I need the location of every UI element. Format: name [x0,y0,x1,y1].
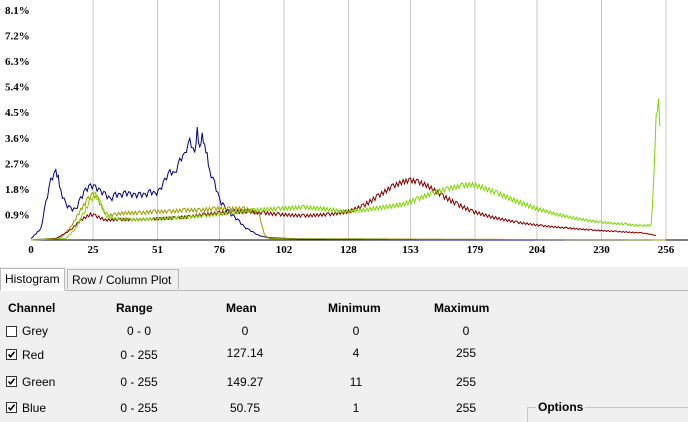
channel-mean: 0 [241,324,249,338]
channel-name: Blue [22,401,47,415]
tab-bar: Histogram Row / Column Plot [0,267,688,291]
channel-maximum: 0 [462,324,470,338]
header-channel: Channel [8,301,56,315]
channel-minimum: 4 [352,346,360,360]
x-tick-label: 76 [214,244,226,256]
header-maximum: Maximum [434,301,490,315]
tab-row-column-plot[interactable]: Row / Column Plot [67,269,179,289]
y-tick-label: 2.7% [5,158,30,170]
channel-statistics-panel: Channel Range Mean Minimum Maximum Grey … [0,291,688,419]
x-tick-label: 128 [340,244,357,256]
y-tick-label: 6.3% [5,56,30,68]
x-tick-label: 204 [529,244,546,256]
channel-maximum: 255 [455,346,477,360]
series-line-1 [30,191,666,241]
channel-mean: 149.27 [226,375,264,389]
x-tick-label: 25 [88,244,100,256]
options-group: Options [527,400,688,422]
channel-checkbox-green[interactable] [6,376,17,387]
header-minimum: Minimum [328,301,381,315]
channel-mean: 127.14 [226,346,264,360]
histogram-plot: 0.9% 1.8% 2.7% 3.6% 4.5% 5.4% 6.3% 7.2% 8.1% 0 25 5… [0,0,688,267]
y-tick-label: 4.5% [5,107,30,119]
checkmark-icon [7,378,16,386]
x-tick-label: 230 [593,244,610,256]
x-tick-label: 256 [658,244,675,256]
y-tick-label: 3.6% [5,133,30,145]
channel-maximum: 255 [455,375,477,389]
x-tick-label: 102 [276,244,293,256]
channel-minimum: 11 [349,375,363,389]
y-tick-label: 0.9% [5,209,30,221]
channel-minimum: 1 [352,401,360,415]
channel-name: Green [22,375,56,389]
y-tick-label: 5.4% [5,82,30,94]
options-label: Options [536,400,586,414]
channel-range: 0 - 255 [120,401,158,415]
tab-histogram[interactable]: Histogram [0,268,65,291]
x-tick-label: 153 [402,244,419,256]
channel-maximum: 255 [455,401,477,415]
x-tick-label: 51 [152,244,163,256]
channel-checkbox-blue[interactable] [6,402,17,413]
channel-checkbox-red[interactable] [6,349,17,360]
channel-minimum: 0 [352,324,360,338]
histogram-chart: 0.9% 1.8% 2.7% 3.6% 4.5% 5.4% 6.3% 7.2% 8.1% 0 25 5… [5,0,688,256]
series-line-3 [30,98,661,241]
x-tick-label: 0 [28,244,34,256]
header-range: Range [116,301,153,315]
header-mean: Mean [226,301,257,315]
channel-range: 0 - 0 [126,324,151,338]
checkmark-icon [7,351,16,359]
y-tick-label: 8.1% [5,5,30,17]
channel-range: 0 - 255 [120,348,158,362]
channel-mean: 50.75 [229,401,261,415]
checkmark-icon [7,404,16,412]
channel-name: Red [22,348,45,362]
y-tick-label: 1.8% [5,184,30,196]
channel-range: 0 - 255 [120,375,158,389]
y-tick-label: 7.2% [5,31,30,43]
channel-name: Grey [22,324,49,338]
channel-checkbox-grey[interactable] [6,326,17,337]
x-tick-label: 179 [467,244,484,256]
